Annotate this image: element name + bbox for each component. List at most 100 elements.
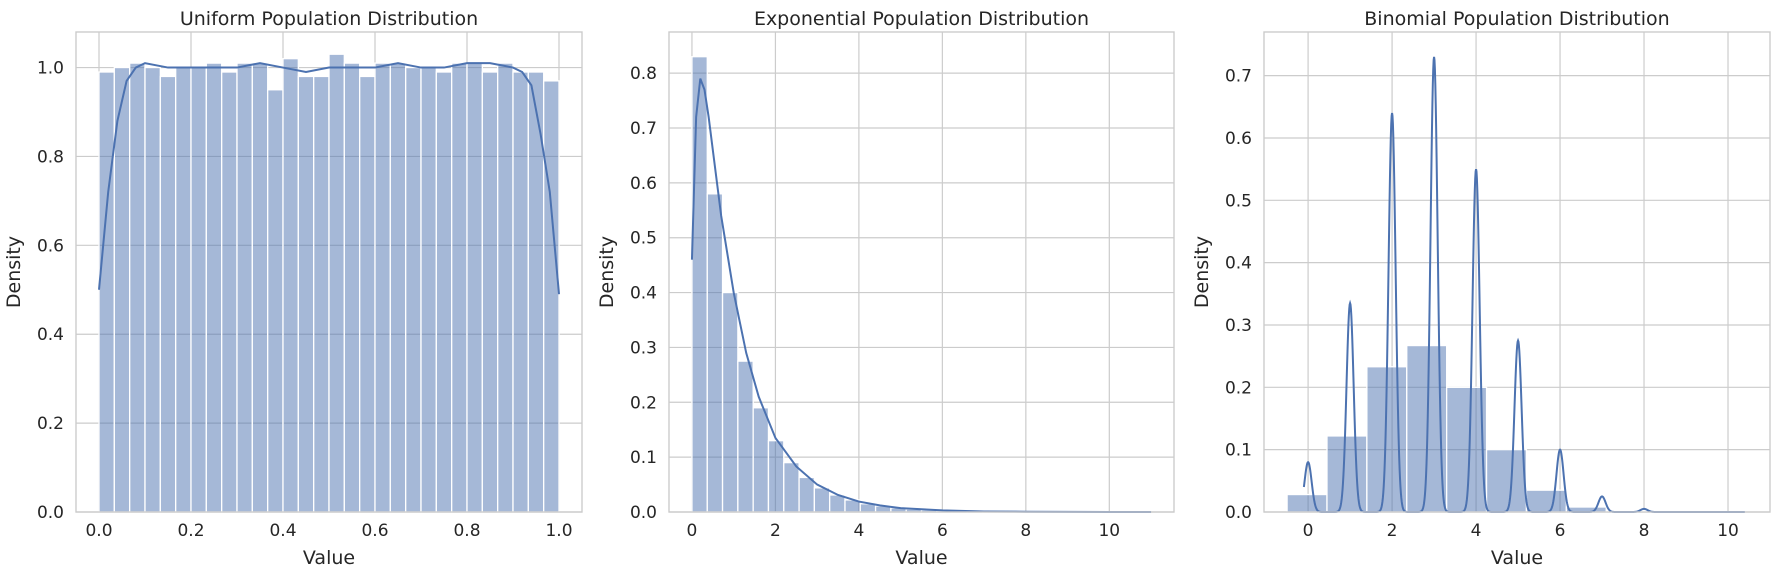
y-tick-label: 0.8 (630, 64, 657, 84)
histogram-bar (374, 62, 391, 513)
x-tick-label: 0 (687, 521, 698, 541)
y-tick-label: 0.0 (1225, 503, 1252, 523)
y-tick-label: 0.4 (37, 325, 64, 345)
x-axis-label: Value (1491, 547, 1543, 569)
chart-title: Exponential Population Distribution (754, 8, 1089, 30)
binomial-histogram-panel: Binomial Population Distribution Value D… (1191, 8, 1771, 569)
histogram-bar (359, 75, 376, 513)
histogram-bar (98, 71, 115, 513)
histogram-bar (236, 62, 253, 513)
histogram-bar (1286, 493, 1328, 513)
axes-frame (75, 31, 583, 513)
y-tick-label: 0.2 (37, 414, 64, 434)
histogram-bar (829, 494, 846, 513)
kde-line (98, 62, 560, 295)
y-axis-label: Density (596, 236, 618, 308)
y-tick-label: 0.2 (1225, 378, 1252, 398)
histogram-bar (405, 66, 422, 513)
histogram-bar (267, 89, 284, 513)
y-axis-label: Density (3, 236, 25, 308)
chart-title: Binomial Population Distribution (1364, 8, 1669, 30)
histogram-bar (721, 291, 739, 513)
gridlines (1264, 32, 1770, 513)
histogram-bars (1286, 344, 1647, 513)
histogram-bar (251, 62, 269, 513)
x-tick-label: 4 (1471, 521, 1482, 541)
histogram-bar (451, 62, 468, 513)
y-tick-label: 0.0 (630, 503, 657, 523)
histogram-bars (98, 53, 560, 513)
x-tick-label: 0.4 (269, 521, 296, 541)
x-tick-label: 6 (937, 521, 948, 541)
x-tick-label: 0.0 (85, 521, 112, 541)
y-tick-label: 0.8 (37, 147, 64, 167)
y-tick-label: 1.0 (37, 59, 64, 79)
x-tick-label: 0.2 (177, 521, 204, 541)
y-axis-label: Density (1191, 236, 1213, 308)
x-tick-label: 0.6 (361, 521, 388, 541)
histogram-bar (481, 71, 499, 513)
histogram-bar (737, 360, 754, 513)
x-tick-label: 0.8 (453, 521, 480, 541)
y-tick-label: 0.4 (630, 284, 657, 304)
histogram-bar (512, 71, 529, 513)
y-tick-label: 0.1 (1225, 441, 1252, 461)
y-tick-label: 0.1 (630, 448, 657, 468)
chart-title: Uniform Population Distribution (180, 8, 478, 30)
y-tick-label: 0.7 (630, 119, 657, 139)
histogram-bar (144, 66, 161, 513)
histogram-bar (691, 56, 708, 513)
histogram-bar (282, 58, 299, 513)
histogram-bar (1326, 435, 1368, 513)
histogram-bar (783, 461, 800, 513)
histogram-bar (420, 66, 437, 513)
histogram-bar (159, 75, 177, 513)
histogram-bar (752, 407, 770, 513)
x-tick-label: 8 (1020, 521, 1031, 541)
x-tick-label: 1.0 (545, 521, 572, 541)
y-tick-label: 0.7 (1225, 67, 1252, 87)
histogram-bar (205, 62, 223, 513)
histogram-bar (497, 62, 514, 513)
uniform-histogram-panel: Uniform Population Distribution Value De… (3, 8, 583, 569)
histogram-bar (435, 71, 453, 513)
histogram-bar (221, 71, 238, 513)
histogram-bar (389, 62, 407, 513)
histogram-bar (706, 193, 724, 513)
histogram-bar (190, 66, 207, 513)
histogram-bar (343, 62, 361, 513)
histogram-bar (466, 62, 483, 513)
x-tick-label: 2 (770, 521, 781, 541)
x-tick-label: 2 (1387, 521, 1398, 541)
histogram-bar (175, 66, 192, 513)
histogram-bar (543, 80, 560, 513)
y-tick-label: 0.0 (37, 503, 64, 523)
y-tick-label: 0.6 (1225, 129, 1252, 149)
histogram-bars (691, 56, 1122, 513)
y-tick-label: 0.3 (630, 338, 657, 358)
y-tick-label: 0.3 (1225, 316, 1252, 336)
x-tick-label: 10 (1717, 521, 1739, 541)
y-tick-label: 0.2 (630, 393, 657, 413)
histogram-bar (767, 440, 785, 513)
histogram-bar (813, 487, 831, 513)
histogram-bar (297, 75, 315, 513)
exponential-histogram-panel: Exponential Population Distribution Valu… (596, 8, 1175, 569)
y-tick-label: 0.5 (630, 229, 657, 249)
y-tick-label: 0.6 (630, 174, 657, 194)
histogram-bar (313, 75, 330, 513)
axes-frame (1263, 31, 1771, 513)
x-tick-label: 0 (1303, 521, 1314, 541)
x-tick-label: 10 (1098, 521, 1120, 541)
gridlines (669, 32, 1174, 513)
x-tick-label: 8 (1639, 521, 1650, 541)
y-tick-label: 0.4 (1225, 254, 1252, 274)
axes-frame (668, 31, 1175, 513)
histogram-bar (1485, 449, 1528, 513)
y-tick-label: 0.5 (1225, 191, 1252, 211)
histogram-bar (798, 476, 816, 513)
histogram-bar (328, 53, 345, 513)
y-tick-label: 0.6 (37, 236, 64, 256)
x-axis-label: Value (303, 547, 355, 569)
